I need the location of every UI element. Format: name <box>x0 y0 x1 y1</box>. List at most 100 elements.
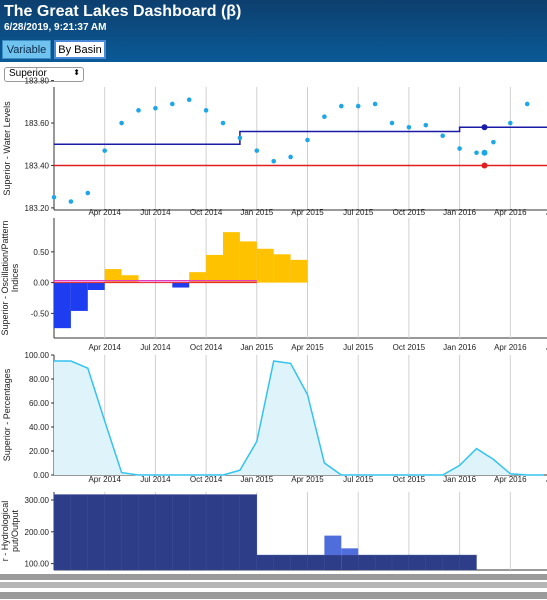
data-point <box>474 150 479 156</box>
x-tick-label: Jan 2016 <box>443 475 476 484</box>
y-tick-label: 100.00 <box>25 351 50 360</box>
x-tick-label: Jul 2014 <box>140 343 171 352</box>
y-axis-label-line: Indices <box>10 263 20 292</box>
data-point <box>457 146 462 151</box>
data-point <box>372 101 378 107</box>
y-tick-label: 100.00 <box>25 560 50 569</box>
data-point <box>85 190 91 196</box>
bar <box>121 275 139 283</box>
bar <box>256 554 274 571</box>
data-point <box>237 135 243 141</box>
y-axis-label: r - Hydrologicalput/Output <box>0 501 20 562</box>
bar <box>87 282 105 290</box>
data-point <box>203 108 209 113</box>
x-tick-label: Oct 2015 <box>393 475 426 484</box>
data-point <box>68 199 74 204</box>
y-tick-label: 200.00 <box>25 528 50 537</box>
data-point <box>170 101 175 107</box>
y-tick-label: -0.50 <box>31 309 50 318</box>
y-tick-label: 80.00 <box>29 375 50 384</box>
data-point <box>220 120 226 126</box>
data-point <box>440 133 446 139</box>
bar <box>189 272 207 283</box>
y-axis-label-line: Superior - Oscillation/Pattern <box>0 220 10 335</box>
y-tick-label: 183.20 <box>25 204 50 213</box>
bar <box>290 259 308 283</box>
bar <box>358 554 376 571</box>
y-axis-label: Superior - Oscillation/PatternIndices <box>0 220 20 335</box>
horizontal-scrollbar-2[interactable] <box>0 582 547 588</box>
bar <box>87 494 105 571</box>
x-tick-label: Jan 2016 <box>443 343 476 352</box>
bar <box>341 555 359 570</box>
data-point <box>136 108 141 113</box>
bar <box>205 494 224 571</box>
x-tick-label: Oct 2014 <box>190 208 223 217</box>
bar <box>138 494 156 571</box>
hover-marker <box>481 162 488 169</box>
x-tick-label: Oct 2015 <box>393 208 426 217</box>
y-axis-label-line: put/Output <box>10 509 20 552</box>
hover-marker <box>481 149 488 156</box>
tab-variable[interactable]: Variable <box>2 40 51 59</box>
y-tick-label: 60.00 <box>29 399 50 408</box>
x-tick-label: Jan 2015 <box>240 343 273 352</box>
x-tick-label: Jul 2016 <box>546 475 547 484</box>
bar <box>53 494 72 571</box>
bar <box>442 554 460 571</box>
bar <box>324 555 342 570</box>
x-tick-label: Jan 2015 <box>240 475 273 484</box>
x-tick-label: Oct 2014 <box>190 475 223 484</box>
x-tick-label: Jul 2016 <box>546 343 547 352</box>
x-tick-label: Jan 2016 <box>443 208 476 217</box>
y-tick-label: 300.00 <box>25 496 50 505</box>
lake-selector-value: Superior <box>9 68 47 79</box>
bar <box>104 494 122 571</box>
data-point <box>305 137 310 143</box>
data-point <box>389 120 395 126</box>
bar-highlight <box>324 535 342 556</box>
x-tick-label: Apr 2014 <box>88 475 121 484</box>
horizontal-scrollbar-3[interactable] <box>0 592 547 599</box>
data-point <box>254 148 260 153</box>
data-point <box>339 103 344 109</box>
chevron-updown-icon: ⬍ <box>73 68 80 77</box>
y-axis-label: Superior - Percentages <box>2 368 12 461</box>
bar <box>206 254 223 283</box>
x-tick-label: Jul 2016 <box>546 208 547 217</box>
bar <box>273 254 291 283</box>
data-point <box>406 124 412 130</box>
y-tick-label: 183.60 <box>25 119 50 128</box>
x-tick-label: Oct 2015 <box>393 343 426 352</box>
bar <box>374 554 393 571</box>
bar <box>70 282 88 311</box>
lake-selector[interactable]: Superior ⬍ <box>4 67 84 82</box>
y-tick-label: 0.50 <box>33 248 49 257</box>
data-point <box>119 120 124 126</box>
x-tick-label: Jul 2014 <box>140 208 171 217</box>
bar <box>273 554 291 571</box>
bar <box>239 494 257 571</box>
data-point <box>508 120 513 126</box>
data-point <box>51 194 57 200</box>
x-tick-label: Apr 2015 <box>291 475 324 484</box>
data-point <box>102 148 107 153</box>
data-point <box>271 158 277 164</box>
y-tick-label: 20.00 <box>29 447 50 456</box>
horizontal-scrollbar[interactable] <box>0 574 547 580</box>
average-line <box>54 126 547 146</box>
bar <box>223 232 240 283</box>
x-tick-label: Apr 2014 <box>88 343 121 352</box>
x-tick-label: Apr 2014 <box>88 208 121 217</box>
tab-by-basin[interactable]: By Basin <box>54 40 106 59</box>
bar <box>104 269 122 283</box>
x-tick-label: Apr 2016 <box>494 208 527 217</box>
bar <box>54 282 71 329</box>
bar <box>256 248 274 283</box>
x-tick-label: Apr 2015 <box>291 343 324 352</box>
bar <box>459 554 477 571</box>
data-point <box>186 97 192 103</box>
x-tick-label: Jul 2015 <box>343 343 374 352</box>
y-tick-label: 0.00 <box>33 279 49 288</box>
